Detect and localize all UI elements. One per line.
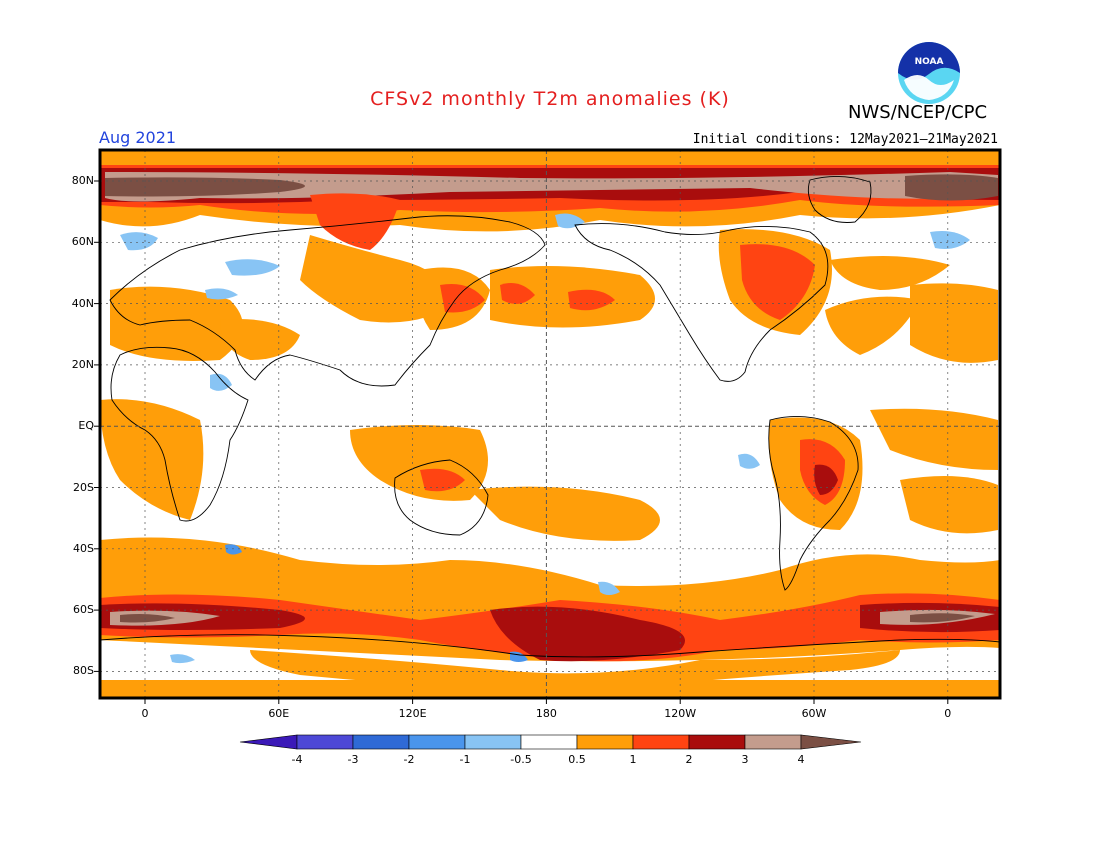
lat-label-20S: 20S <box>73 480 94 494</box>
noaa-logo: NOAA <box>898 42 960 104</box>
logo-text: NOAA <box>915 57 944 67</box>
natl-orange <box>830 256 950 290</box>
eurasia-outline <box>109 215 546 387</box>
lon-label-5: 60W <box>801 707 827 720</box>
arctic-darkbrown-band <box>105 177 305 197</box>
lon-label-6: 0 <box>944 707 952 720</box>
ross-darkred <box>490 606 685 662</box>
lon-label-2: 120E <box>398 707 427 720</box>
initial-conditions: Initial conditions: 12May2021–21May2021 <box>692 132 998 147</box>
anomaly-fields <box>100 150 1000 698</box>
southern-darkbrown-2 <box>910 613 975 623</box>
natl-orange-2 <box>825 296 920 355</box>
npac-red-2 <box>568 289 615 311</box>
satl-orange-2 <box>900 476 998 534</box>
agency-label: NWS/NCEP/CPC <box>848 102 988 123</box>
lon-label-4: 120W <box>664 707 697 720</box>
colorbar-arrow-high <box>800 734 862 750</box>
blue-patch-nordic <box>930 231 970 249</box>
colorbar-label-9: 4 <box>797 753 805 766</box>
colorbar-box-8 <box>688 734 746 750</box>
colorbar-label-7: 2 <box>685 753 693 766</box>
greenland-outline <box>807 176 872 223</box>
map-frame <box>98 148 1002 700</box>
south-america-outline <box>768 416 859 591</box>
lon-label-0: 0 <box>141 707 149 720</box>
map-title: CFSv2 monthly T2m anomalies (K) <box>370 88 730 110</box>
colorbar-box-5 <box>520 734 578 750</box>
north-america-outline <box>574 223 829 382</box>
colorbar-label-1: -3 <box>347 753 359 766</box>
colorbar-box-2 <box>352 734 410 750</box>
colorbar-box-7 <box>632 734 690 750</box>
lon-label-1: 60E <box>268 707 290 720</box>
lat-label-20N: 20N <box>71 357 94 371</box>
satl-orange <box>870 408 998 470</box>
south-pacific-orange <box>470 486 660 541</box>
blue-patch-arabia <box>210 373 232 391</box>
africa-outline <box>110 346 249 522</box>
antarctica-outline <box>100 634 1000 658</box>
lat-label-80N: 80N <box>71 174 94 187</box>
colorbar-label-3: -1 <box>459 753 471 766</box>
lat-label-60S: 60S <box>73 603 94 617</box>
colorbar-label-8: 3 <box>741 753 749 766</box>
colorbar-label-5: 0.5 <box>568 753 586 766</box>
blue-patch-russia <box>225 259 280 276</box>
valid-month: Aug 2021 <box>99 128 177 147</box>
blue-patch-amazon <box>738 453 760 469</box>
blue-patch-south-2 <box>598 581 620 595</box>
antarctic-orange-rim <box>100 680 1000 698</box>
australia-outline <box>394 459 489 536</box>
lat-label-80S: 80S <box>73 664 94 678</box>
africa-orange <box>100 399 204 520</box>
lat-label-40S: 40S <box>73 541 94 555</box>
colorbar-arrow-low <box>239 734 298 750</box>
colorbar-label-4: -0.5 <box>510 753 532 766</box>
mideast-orange <box>220 319 300 360</box>
europe-orange-east <box>910 283 998 363</box>
blue-patch-south-1 <box>225 544 242 555</box>
southern-darkbrown-1 <box>120 614 175 623</box>
lat-label-60N: 60N <box>71 235 94 249</box>
colorbar-label-6: 1 <box>629 753 637 766</box>
axis-ticks <box>94 180 949 704</box>
blue-patch-russia-2 <box>205 288 238 300</box>
colorbar-box-3 <box>408 734 466 750</box>
colorbar-label-2: -2 <box>403 753 415 766</box>
graticule <box>100 150 1000 698</box>
colorbar-box-4 <box>464 734 522 750</box>
australia-red <box>420 468 465 492</box>
colorbar-box-9 <box>744 734 802 750</box>
npac-red-1 <box>500 282 535 304</box>
colorbar-label-0: -4 <box>291 753 303 766</box>
coastlines <box>100 176 1000 658</box>
blue-patch-south-3 <box>170 654 195 664</box>
siberia-red <box>310 193 400 250</box>
europe-orange <box>110 286 243 361</box>
colorbar-box-1 <box>296 734 354 750</box>
canada-red <box>740 244 815 320</box>
lat-label-40N: 40N <box>71 296 94 310</box>
colorbar-box-6 <box>576 734 634 750</box>
lat-label-EQ: EQ <box>78 419 94 433</box>
lon-label-3: 180 <box>535 707 557 720</box>
blue-patch-scandinavia <box>120 232 158 251</box>
